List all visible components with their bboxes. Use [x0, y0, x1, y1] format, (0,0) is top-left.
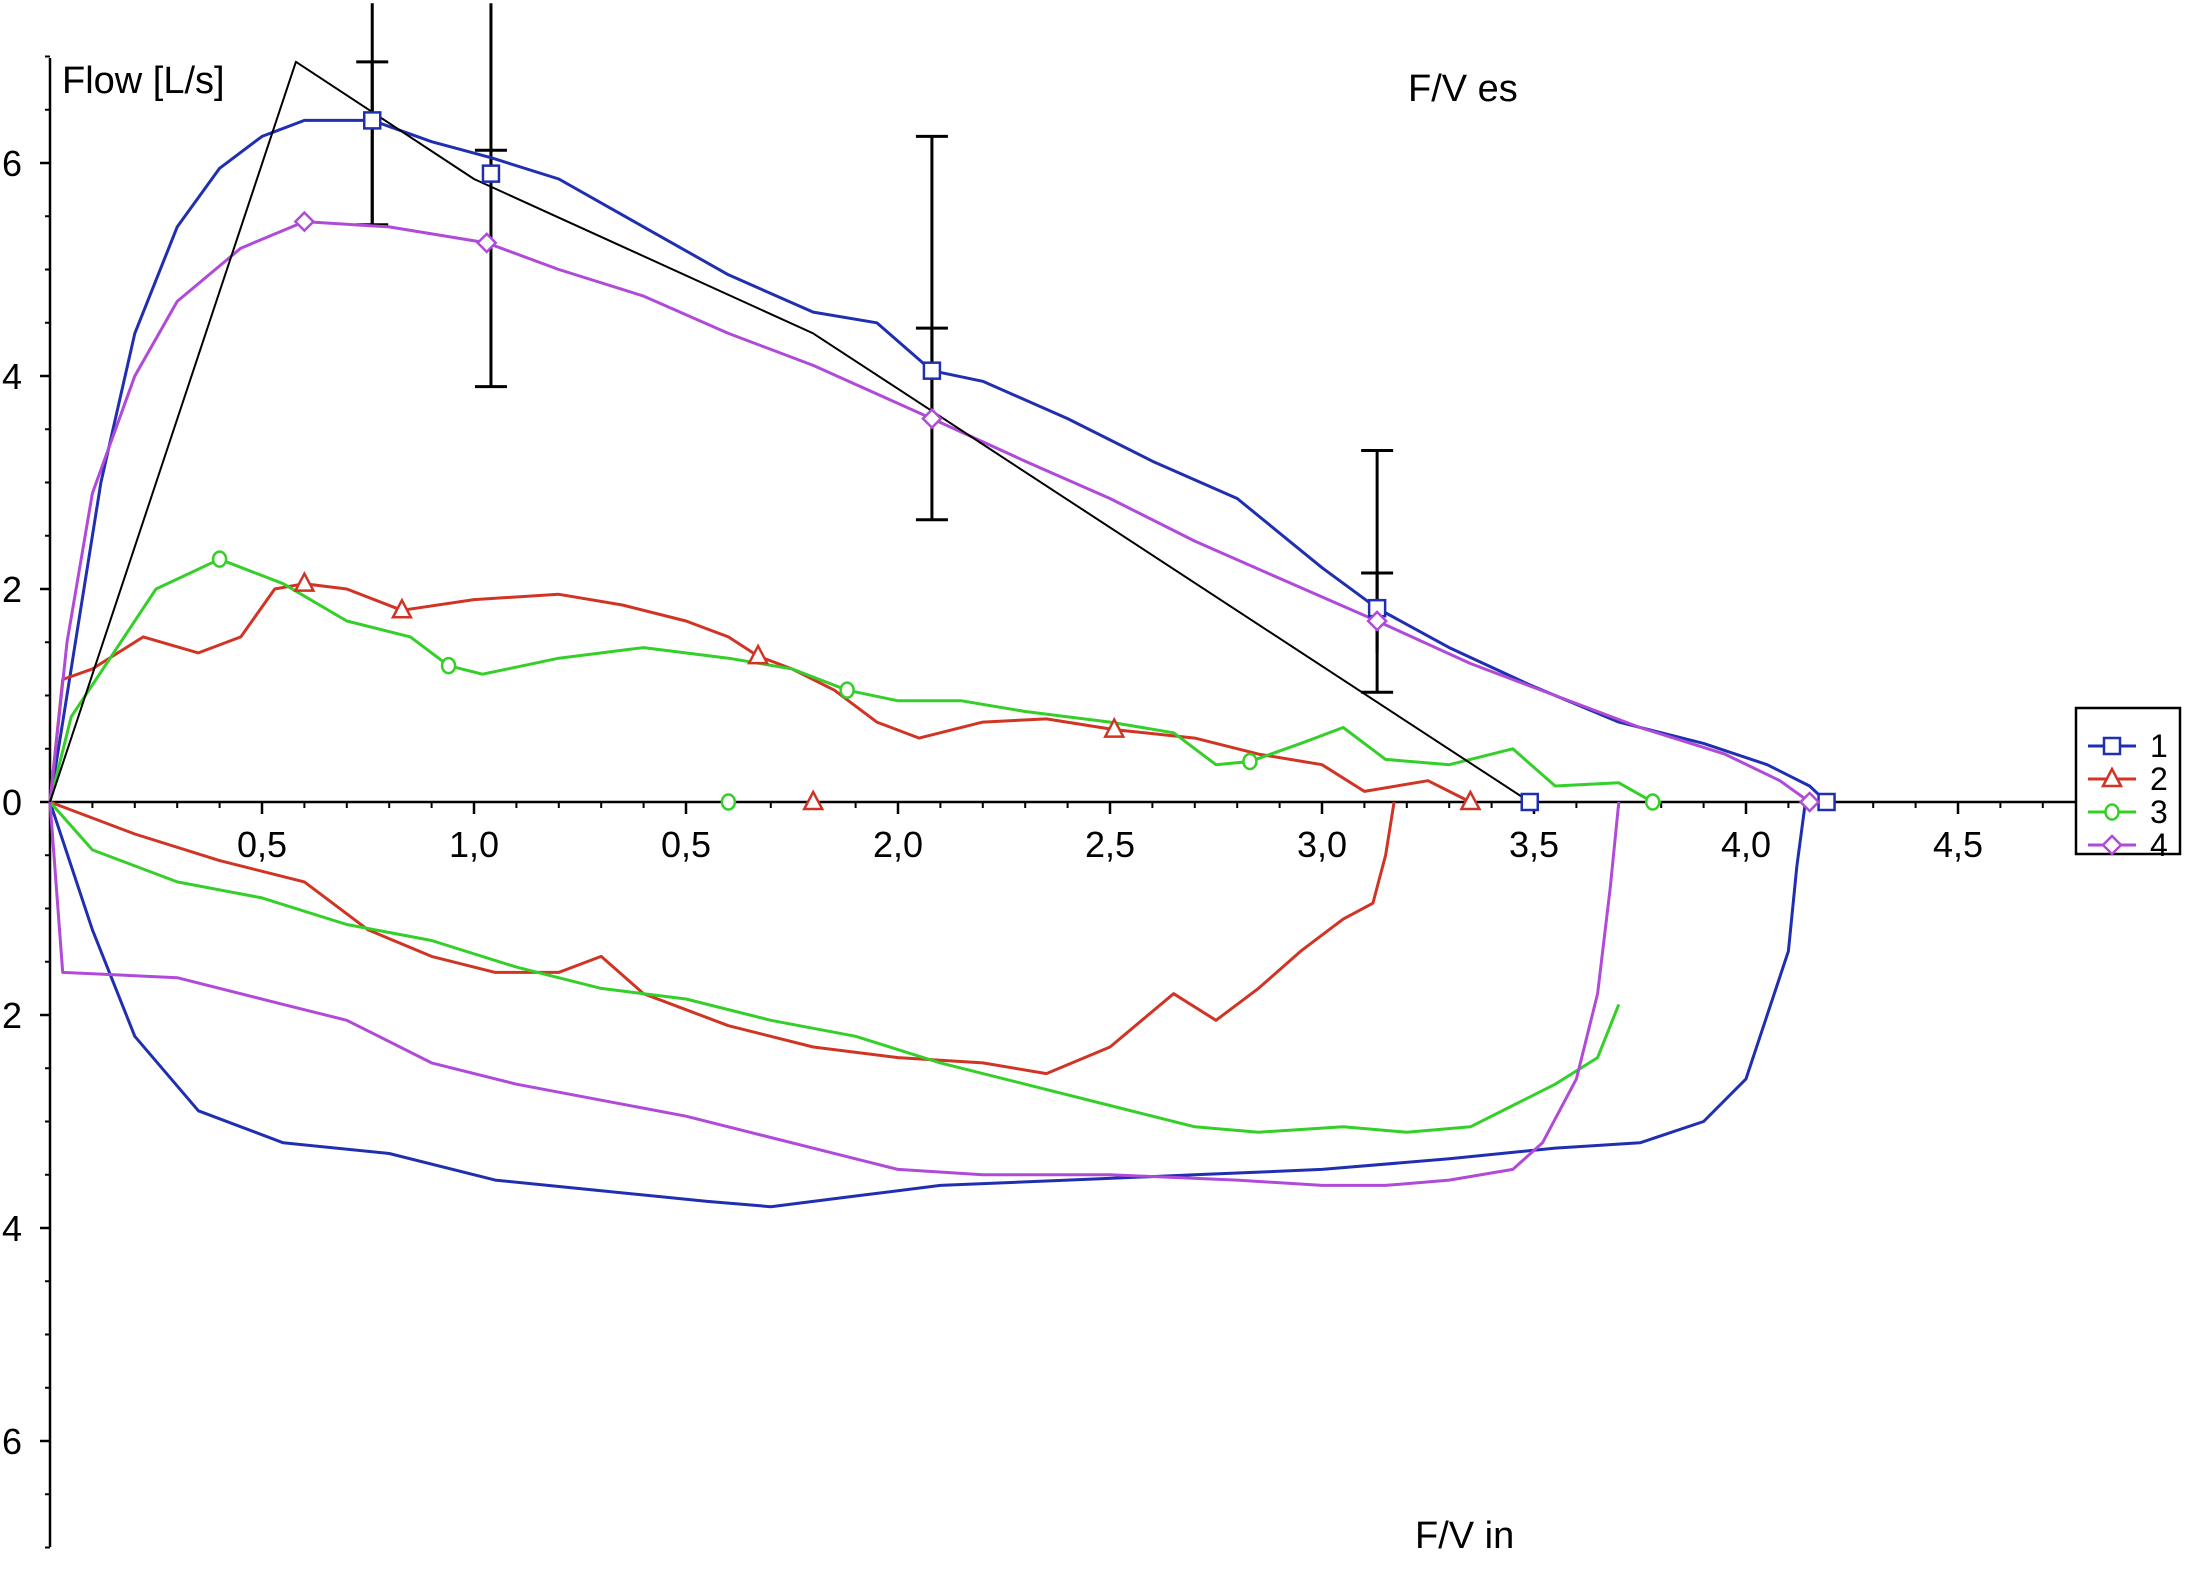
legend-label: 3	[2150, 794, 2168, 830]
y-tick-label: 0	[2, 782, 22, 823]
y-tick-label: 6	[2, 1421, 22, 1462]
x-tick-label: 3,5	[1509, 824, 1559, 865]
y-tick-label: 2	[2, 569, 22, 610]
legend-box	[2074, 706, 2182, 856]
series-1-inspiratory-line	[48, 801, 1807, 1209]
axes-layer: 6 4 2 0 2 4 6 0,5 1,0 0,5 2,0 2,5 3,0 3,5 4,0 4,5	[2, 55, 2129, 1549]
series-2-marker	[293, 571, 316, 592]
series-4-marker	[921, 407, 943, 430]
x-tick-label: 3,0	[1297, 824, 1347, 865]
inspiratory-label: F/V in	[1415, 1515, 1514, 1557]
series-2-marker	[1459, 789, 1482, 811]
y-tick-label: 6	[2, 143, 22, 184]
series-3-marker	[440, 656, 457, 675]
series-1-marker	[1520, 792, 1540, 812]
series-2-marker	[747, 643, 770, 665]
series-3-expiratory-line	[48, 557, 1662, 804]
series-4-inspiratory-line	[48, 801, 1621, 1187]
series-1-marker	[922, 361, 942, 380]
series-2-expiratory-line	[48, 582, 1472, 804]
series-3-marker	[839, 681, 855, 699]
series-4-marker	[1798, 791, 1821, 813]
series-2-marker	[802, 789, 825, 811]
legend-label: 2	[2150, 761, 2168, 797]
x-tick-label: 1,0	[449, 824, 499, 865]
x-tick-label: 4,0	[1721, 824, 1771, 865]
legend-marker	[2104, 803, 2120, 821]
legend-marker	[2101, 834, 2123, 856]
markers-layer	[211, 111, 1836, 813]
series-3-marker	[1242, 752, 1258, 771]
legend-label: 4	[2150, 827, 2168, 863]
x-tick-label: 4,5	[1933, 824, 1983, 865]
x-tick-label: 0,5	[661, 824, 711, 865]
series-2-marker	[1103, 716, 1126, 738]
series-4-marker	[1366, 610, 1388, 632]
series-1-marker	[1817, 792, 1836, 812]
series-4-marker	[293, 210, 316, 233]
y-tick-label: 4	[2, 356, 22, 397]
series-layer	[48, 60, 1828, 1209]
legend-marker	[2102, 736, 2122, 756]
legend-label: 1	[2150, 728, 2168, 764]
series-3-marker	[720, 793, 737, 811]
series-4-expiratory-line	[48, 220, 1811, 804]
expiratory-label: F/V es	[1408, 68, 1518, 110]
y-tick-label: 4	[2, 1208, 22, 1249]
y-axis-title: Flow [L/s]	[62, 60, 225, 102]
series-1-marker	[362, 111, 382, 130]
x-tick-label: 2,5	[1085, 824, 1135, 865]
series-2-marker	[390, 597, 413, 619]
series-3-marker	[211, 550, 228, 568]
series-3-inspiratory-line	[48, 801, 1621, 1134]
reference-expiratory-line	[49, 60, 1531, 803]
x-tick-label: 0,5	[237, 824, 287, 865]
error-bars-layer	[356, 3, 1394, 694]
series-4-marker	[475, 232, 498, 254]
y-tick-label: 2	[2, 995, 22, 1036]
x-tick-label: 2,0	[873, 824, 923, 865]
series-2-inspiratory-line	[49, 800, 1396, 1076]
series-3-marker	[1644, 793, 1661, 811]
legend-marker	[2100, 766, 2124, 788]
series-1-marker	[481, 164, 501, 183]
